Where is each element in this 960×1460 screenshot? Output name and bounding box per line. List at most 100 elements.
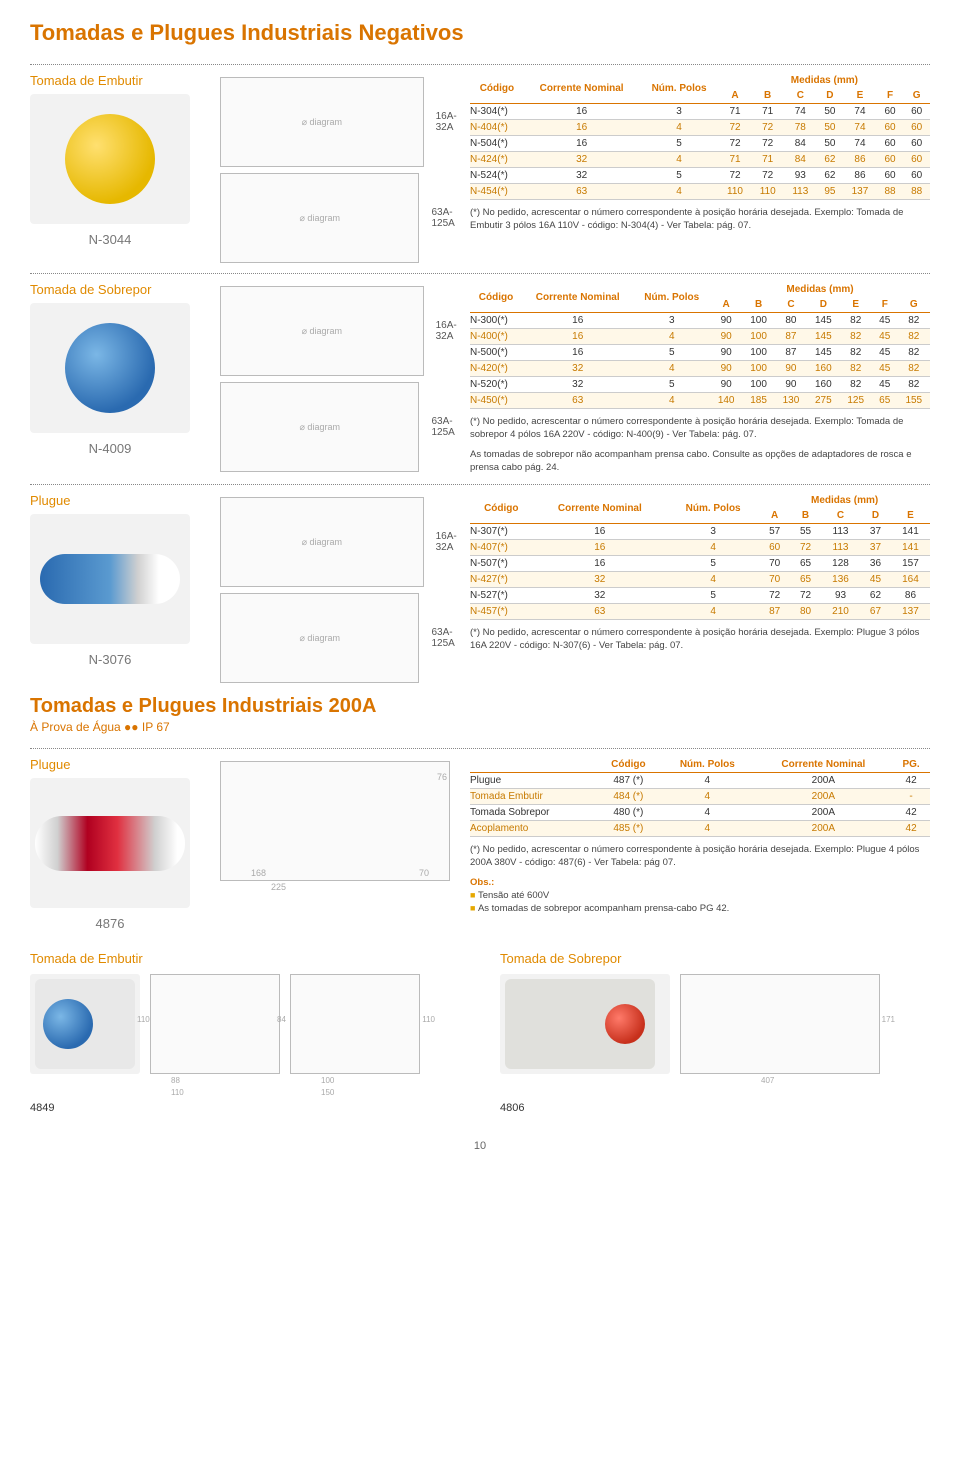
divider — [30, 273, 930, 274]
table-row: N-307(*)163575511337141 — [470, 524, 930, 540]
table-cell: 82 — [840, 361, 872, 377]
table-cell: 32 — [522, 361, 634, 377]
table-cell: 63 — [524, 184, 640, 200]
table-cell: 72 — [790, 540, 821, 556]
dim-label: 110 — [171, 1088, 184, 1097]
table-row: N-457(*)634878021067137 — [470, 604, 930, 620]
table-row: N-504(*)16572728450746060 — [470, 136, 930, 152]
table-cell: 4 — [639, 120, 718, 136]
th-dim: A — [710, 297, 742, 313]
product-photo — [30, 974, 140, 1074]
table-cell: 141 — [891, 540, 930, 556]
table-cell: 32 — [524, 152, 640, 168]
th-dim: B — [751, 88, 784, 104]
table-cell: 110 — [719, 184, 752, 200]
table-cell: 93 — [821, 588, 860, 604]
table-cell: 16 — [533, 524, 667, 540]
table-cell: 82 — [898, 329, 930, 345]
th-dim: D — [807, 297, 839, 313]
table-cell: 4 — [660, 789, 754, 805]
tech-drawing: 110 88 110 — [150, 974, 280, 1074]
table-cell: 72 — [751, 136, 784, 152]
tech-drawing: ⌀ diagram — [220, 593, 419, 683]
table-cell: 93 — [784, 168, 817, 184]
table-cell: 140 — [710, 393, 742, 409]
table-cell: 62 — [817, 168, 844, 184]
section-title: Tomada de Embutir — [30, 73, 220, 88]
footnote: (*) No pedido, acrescentar o número corr… — [470, 206, 930, 233]
table-cell: 100 — [742, 377, 774, 393]
table-cell: 484 (*) — [597, 789, 661, 805]
table-cell: 71 — [719, 104, 752, 120]
table-cell: 86 — [843, 168, 877, 184]
table-cell: N-420(*) — [470, 361, 522, 377]
table-cell: N-400(*) — [470, 329, 522, 345]
table-cell: 128 — [821, 556, 860, 572]
table-cell: 32 — [524, 168, 640, 184]
table-cell: 32 — [533, 588, 667, 604]
table-cell: 160 — [807, 361, 839, 377]
table-cell: 55 — [790, 524, 821, 540]
table-cell: 487 (*) — [597, 773, 661, 789]
th-dim: C — [784, 88, 817, 104]
table-cell: 125 — [840, 393, 872, 409]
table-cell: 82 — [898, 345, 930, 361]
spec-table-plugue200: CódigoNúm. PolosCorrente NominalPG. Plug… — [470, 757, 930, 837]
table-cell: N-524(*) — [470, 168, 524, 184]
table-cell: 36 — [860, 556, 891, 572]
table-cell: N-527(*) — [470, 588, 533, 604]
th-dim: F — [872, 297, 898, 313]
table-row: Plugue487 (*)4200A42 — [470, 773, 930, 789]
table-cell: 145 — [807, 345, 839, 361]
table-cell: 5 — [633, 377, 709, 393]
range-label: 16A-32A — [436, 531, 470, 553]
spec-table-embutir: Código Corrente Nominal Núm. Polos Medid… — [470, 73, 930, 200]
table-cell: 72 — [719, 168, 752, 184]
section-embutir: Tomada de Embutir N-3044 ⌀ diagram 16A-3… — [30, 73, 930, 263]
dim-label: 76 — [437, 772, 447, 782]
table-cell: 3 — [633, 313, 709, 329]
table-cell: 145 — [807, 329, 839, 345]
dim-label: 110 — [137, 1015, 150, 1024]
table-row: N-500(*)1659010087145824582 — [470, 345, 930, 361]
table-cell: 60 — [903, 120, 930, 136]
product-code: N-4009 — [30, 441, 190, 456]
table-cell: 45 — [872, 345, 898, 361]
table-cell: 67 — [860, 604, 891, 620]
th-dim: F — [877, 88, 904, 104]
section-title: Tomada de Sobrepor — [500, 951, 930, 966]
table-cell: 60 — [903, 152, 930, 168]
table-cell: 5 — [633, 345, 709, 361]
footnote: (*) No pedido, acrescentar o número corr… — [470, 843, 930, 870]
table-cell: 87 — [775, 345, 807, 361]
table-cell: 63 — [522, 393, 634, 409]
table-cell: 45 — [872, 313, 898, 329]
section-plugue200: Plugue 4876 168 225 70 76 CódigoNúm. Pol… — [30, 757, 930, 931]
table-cell: 74 — [843, 136, 877, 152]
table-row: N-427(*)324706513645164 — [470, 572, 930, 588]
table-row: Tomada Sobrepor480 (*)4200A42 — [470, 805, 930, 821]
table-cell: 45 — [872, 361, 898, 377]
table-cell: 100 — [742, 313, 774, 329]
th — [470, 757, 597, 773]
table-cell: 78 — [784, 120, 817, 136]
table-row: N-300(*)1639010080145824582 — [470, 313, 930, 329]
table-cell: 16 — [533, 540, 667, 556]
range-label: 63A-125A — [431, 627, 470, 649]
product-code: N-3076 — [30, 652, 190, 667]
table-row: N-407(*)164607211337141 — [470, 540, 930, 556]
obs-item: As tomadas de sobrepor acompanham prensa… — [470, 903, 729, 914]
table-cell: 200A — [755, 789, 893, 805]
table-cell: 5 — [667, 588, 759, 604]
table-cell: 80 — [790, 604, 821, 620]
table-cell: N-507(*) — [470, 556, 533, 572]
table-cell: 100 — [742, 361, 774, 377]
tech-drawing: ⌀ diagram — [220, 286, 424, 376]
product-photo — [30, 514, 190, 644]
spec-table-sobrepor: Código Corrente Nominal Núm. Polos Medid… — [470, 282, 930, 409]
table-cell: 62 — [817, 152, 844, 168]
product-photo — [500, 974, 670, 1074]
table-cell: N-300(*) — [470, 313, 522, 329]
table-cell: 84 — [784, 152, 817, 168]
table-row: N-507(*)165706512836157 — [470, 556, 930, 572]
